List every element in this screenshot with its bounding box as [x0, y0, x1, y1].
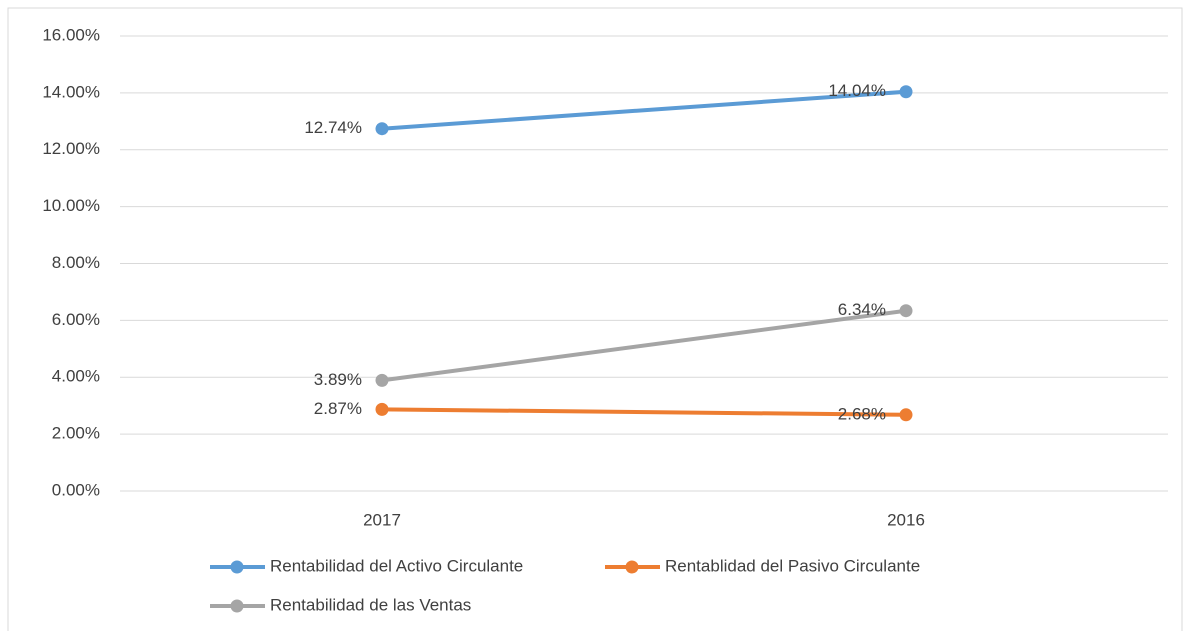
point — [375, 122, 389, 136]
data-label: 12.74% — [304, 118, 362, 137]
point — [899, 304, 913, 318]
x-tick-label: 2017 — [363, 510, 401, 529]
point — [375, 402, 389, 416]
legend-label: Rentablidad del Pasivo Circulante — [665, 556, 920, 575]
data-label: 14.04% — [828, 81, 886, 100]
y-tick-label: 4.00% — [52, 367, 100, 386]
point — [375, 373, 389, 387]
y-tick-label: 16.00% — [42, 25, 100, 44]
legend-label: Rentabilidad del Activo Circulante — [270, 556, 523, 575]
legend-marker — [230, 599, 244, 613]
data-label: 2.68% — [838, 404, 886, 423]
y-tick-label: 14.00% — [42, 82, 100, 101]
line — [381, 407, 907, 417]
data-label: 3.89% — [314, 370, 362, 389]
data-label: 2.87% — [314, 399, 362, 418]
y-tick-label: 0.00% — [52, 480, 100, 499]
legend-marker — [625, 560, 639, 574]
chart-frame — [7, 7, 1183, 631]
y-tick-label: 12.00% — [42, 139, 100, 158]
y-tick-label: 6.00% — [52, 310, 100, 329]
data-label: 6.34% — [838, 300, 886, 319]
legend-marker — [230, 560, 244, 574]
y-tick-label: 2.00% — [52, 424, 100, 443]
point — [899, 85, 913, 99]
y-tick-label: 10.00% — [42, 196, 100, 215]
line — [381, 308, 907, 383]
x-tick-label: 2016 — [887, 510, 925, 529]
y-tick-label: 8.00% — [52, 253, 100, 272]
line — [381, 89, 907, 131]
point — [899, 408, 913, 422]
legend-label: Rentabilidad de las Ventas — [270, 595, 471, 614]
